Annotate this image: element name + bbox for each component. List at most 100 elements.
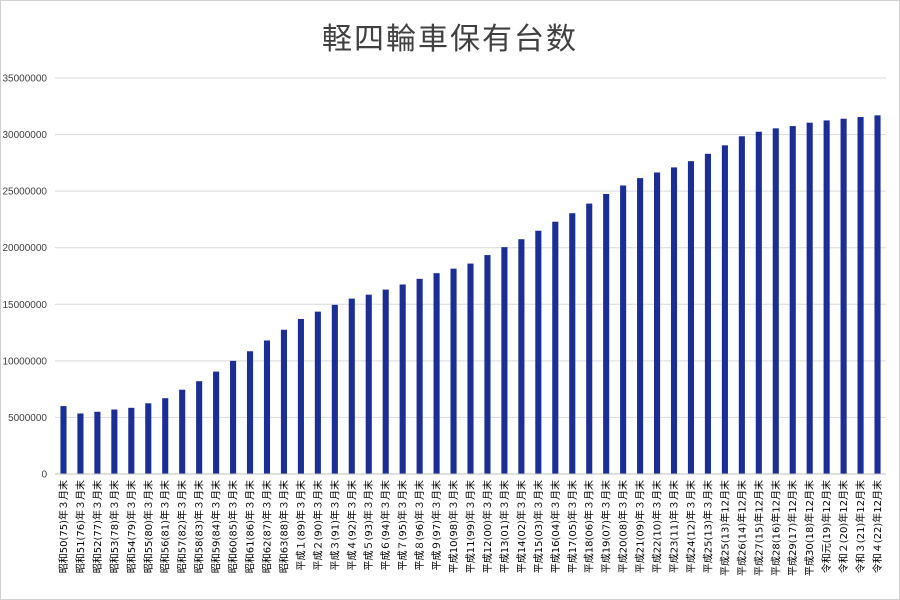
bar — [586, 203, 593, 475]
bar — [145, 403, 152, 474]
x-tick-label: 平成27(15)年12月末 — [752, 480, 765, 576]
bar — [552, 221, 559, 474]
x-tick-label: 昭和51(76)年３月末 — [74, 480, 87, 573]
bar — [433, 273, 440, 474]
x-tick-label: 平成23(11)年３月末 — [668, 480, 681, 573]
x-tick-label: 平成30(18)年12月末 — [803, 480, 816, 576]
bar — [857, 117, 864, 474]
x-tick-label: 平成１(89)年３月末 — [294, 480, 307, 571]
bar — [738, 136, 745, 475]
x-tick-label: 平成14(02)年３月末 — [515, 480, 528, 573]
bar — [721, 145, 728, 474]
x-tick-label: 平成７(95)年３月末 — [396, 480, 409, 571]
x-tick-label: 平成10(98)年３月末 — [447, 480, 460, 573]
bar — [128, 407, 135, 474]
y-tick-label: 15000000 — [3, 300, 48, 311]
bar — [704, 153, 711, 474]
bar — [670, 167, 678, 474]
bar — [484, 255, 491, 474]
x-tick-label: 平成28(16)年12月末 — [769, 480, 782, 576]
x-tick-label: 平成11(99)年３月末 — [464, 480, 477, 573]
bar — [450, 268, 457, 474]
x-tick-label: 昭和60(85)年３月末 — [227, 480, 240, 573]
x-tick-label: 平成29(17)年12月末 — [786, 480, 799, 576]
x-tick-label: 平成２(90)年３月末 — [311, 480, 324, 571]
x-tick-label: 昭和59(84)年３月末 — [210, 480, 223, 573]
bar — [230, 360, 237, 474]
x-tick-label: 平成22(10)年３月末 — [651, 480, 664, 573]
y-tick-label: 30000000 — [3, 130, 48, 141]
x-tick-label: 平成４(92)年３月末 — [345, 480, 358, 571]
chart-title: 軽四輪車保有台数 — [322, 22, 578, 57]
x-tick-label: 平成17(05)年３月末 — [566, 480, 579, 573]
bars — [60, 115, 881, 475]
bar — [518, 239, 525, 474]
y-tick-label: 35000000 — [3, 74, 48, 85]
x-tick-label: 昭和61(86)年３月末 — [244, 480, 257, 573]
y-tick-label: 10000000 — [3, 356, 48, 367]
bar — [365, 294, 372, 474]
bar — [399, 284, 406, 474]
x-tick-label: 平成６(94)年３月末 — [379, 480, 392, 571]
x-tick-label: 平成18(06)年３月末 — [583, 480, 596, 573]
bar — [874, 115, 881, 474]
bar — [637, 178, 644, 475]
x-tick-label: 令和４(22)年12月末 — [871, 480, 884, 573]
x-tick-label: 平成25(13)年３月末 — [701, 480, 714, 573]
y-tick-label: 0 — [41, 470, 47, 481]
bar — [382, 289, 389, 474]
bar — [331, 304, 338, 474]
x-tick-label: 平成15(03)年３月末 — [532, 480, 545, 573]
bar — [196, 381, 203, 474]
x-tick-label: 昭和56(81)年３月末 — [159, 480, 172, 573]
x-tick-label: 昭和58(83)年３月末 — [193, 480, 206, 573]
bar — [653, 172, 661, 474]
y-tick-label: 25000000 — [3, 187, 48, 198]
x-tick-label: 令和２(20)年12月末 — [837, 480, 850, 573]
x-tick-label: 昭和62(87)年３月末 — [260, 480, 273, 573]
x-tick-label: 昭和53(78)年３月末 — [108, 480, 121, 573]
x-tick-label: 平成20(08)年３月末 — [617, 480, 630, 573]
bar — [501, 247, 508, 474]
x-tick-label: 昭和55(80)年３月末 — [142, 480, 155, 573]
x-tick-label: 平成21(09)年３月末 — [634, 480, 647, 573]
bar — [179, 389, 186, 474]
bar — [94, 411, 101, 474]
x-tick-label: 平成５(93)年３月末 — [362, 480, 375, 571]
bar — [263, 340, 271, 474]
bar — [569, 213, 576, 474]
bar — [111, 409, 118, 474]
x-tick-label: 令和３(21)年12月末 — [854, 480, 867, 573]
x-tick-label: 平成12(00)年３月末 — [481, 480, 494, 573]
bar — [806, 122, 813, 474]
x-tick-label: 昭和54(79)年３月末 — [125, 480, 138, 573]
bar — [467, 263, 474, 474]
bar — [416, 278, 423, 474]
bar — [213, 371, 220, 474]
bar — [603, 193, 610, 474]
bar — [162, 398, 169, 474]
bar — [823, 120, 830, 474]
x-tick-label: 平成８(96)年３月末 — [413, 480, 426, 571]
x-tick-label: 昭和50(75)年３月末 — [57, 480, 70, 573]
x-tick-label: 昭和52(77)年３月末 — [91, 480, 104, 573]
x-tick-label: 昭和57(82)年３月末 — [176, 480, 189, 573]
x-tick-label: 平成16(04)年３月末 — [549, 480, 562, 573]
bar — [77, 413, 84, 474]
bar — [348, 298, 355, 474]
bar — [789, 126, 796, 474]
x-tick-label: 平成25(13)年12月末 — [718, 480, 731, 576]
y-tick-label: 20000000 — [3, 243, 48, 254]
bar — [314, 311, 321, 474]
x-tick-label: 平成24(12)年３月末 — [684, 480, 697, 573]
x-tick-label: 令和元(19)年12月末 — [820, 480, 833, 573]
bar — [840, 118, 847, 474]
bar — [60, 406, 67, 474]
y-axis: 0 5000000 10000000 15000000 20000000 25000000… — [3, 74, 48, 481]
x-tick-label: 平成26(14)年12月末 — [735, 480, 748, 576]
x-tick-label: 平成９(97)年３月末 — [430, 480, 443, 571]
bar — [246, 351, 254, 474]
bar — [280, 329, 288, 474]
